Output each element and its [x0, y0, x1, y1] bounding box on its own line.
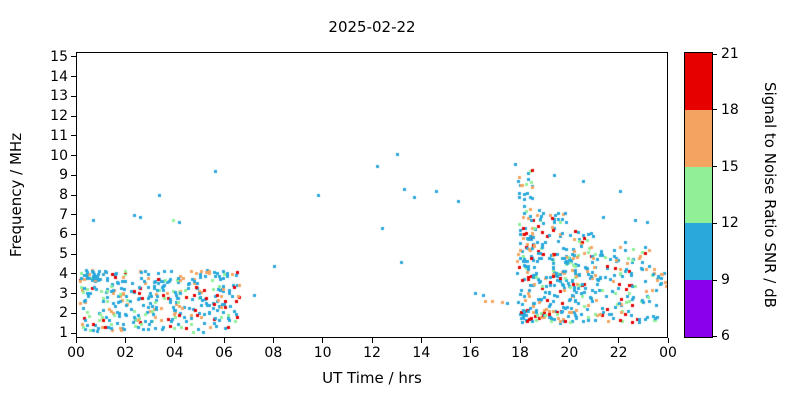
- y-tick-mark: [71, 155, 76, 157]
- x-tick-label: 20: [560, 345, 579, 361]
- colorbar-tick-mark: [713, 166, 717, 168]
- x-tick-mark: [322, 338, 324, 343]
- x-tick-label: 06: [215, 345, 233, 361]
- plot-area: [76, 52, 668, 338]
- colorbar-tick-mark: [713, 109, 717, 111]
- x-tick-mark: [568, 338, 570, 343]
- y-tick-mark: [71, 312, 76, 314]
- x-tick-label: 22: [609, 345, 628, 361]
- x-tick-label: 18: [511, 345, 529, 361]
- x-axis-label: UT Time / hrs: [322, 369, 422, 387]
- y-tick-label: 2: [59, 305, 68, 322]
- x-tick-label: 10: [313, 345, 332, 361]
- y-tick-label: 6: [59, 226, 68, 243]
- x-tick-mark: [519, 338, 521, 343]
- x-tick-mark: [420, 338, 422, 343]
- colorbar-band: [685, 166, 712, 224]
- x-tick-mark: [371, 338, 373, 343]
- x-tick-label: 00: [67, 345, 85, 361]
- y-tick-mark: [71, 174, 76, 176]
- colorbar-tick-label: 15: [721, 158, 739, 175]
- x-tick-mark: [174, 338, 176, 343]
- y-tick-label: 8: [59, 187, 68, 203]
- x-tick-mark: [470, 338, 472, 343]
- x-tick-label: 12: [363, 345, 381, 361]
- x-tick-mark: [124, 338, 126, 343]
- y-tick-label: 4: [59, 265, 68, 282]
- colorbar-tick-mark: [713, 335, 717, 337]
- y-tick-mark: [71, 233, 76, 235]
- colorbar-tick-label: 6: [721, 328, 730, 344]
- y-tick-mark: [71, 332, 76, 334]
- x-tick-label: 14: [412, 345, 431, 361]
- y-tick-label: 9: [59, 167, 68, 184]
- y-tick-label: 13: [50, 88, 68, 105]
- x-tick-mark: [75, 338, 77, 343]
- colorbar-tick-mark: [713, 222, 717, 224]
- y-tick-mark: [71, 253, 76, 255]
- y-tick-mark: [71, 293, 76, 295]
- x-tick-label: 16: [461, 345, 480, 361]
- colorbar-band: [685, 280, 712, 337]
- colorbar: [684, 52, 713, 338]
- x-tick-label: 02: [116, 345, 135, 361]
- y-tick-mark: [71, 273, 76, 275]
- y-tick-mark: [71, 135, 76, 137]
- colorbar-tick-mark: [713, 53, 717, 55]
- y-tick-label: 11: [50, 127, 68, 144]
- y-tick-label: 7: [59, 206, 68, 223]
- y-tick-label: 10: [50, 147, 68, 164]
- y-axis-label: Frequency / MHz: [7, 132, 25, 258]
- colorbar-tick-label: 18: [721, 101, 739, 118]
- colorbar-band: [685, 223, 712, 281]
- x-tick-mark: [667, 338, 669, 343]
- scatter-points-canvas: [77, 53, 667, 337]
- x-tick-mark: [618, 338, 620, 343]
- y-tick-label: 1: [59, 325, 68, 342]
- x-tick-label: 08: [264, 345, 283, 361]
- y-tick-mark: [71, 76, 76, 78]
- colorbar-tick-label: 9: [721, 272, 730, 289]
- colorbar-band: [685, 109, 712, 167]
- colorbar-label: Signal to Noise Ratio SNR / dB: [761, 82, 779, 308]
- y-tick-mark: [71, 194, 76, 196]
- colorbar-band: [685, 53, 712, 110]
- y-tick-label: 15: [50, 48, 68, 65]
- y-tick-mark: [71, 115, 76, 117]
- y-tick-label: 5: [59, 246, 68, 263]
- x-tick-label: 00: [659, 345, 677, 361]
- y-tick-mark: [71, 214, 76, 216]
- colorbar-tick-label: 12: [721, 215, 739, 232]
- x-tick-mark: [223, 338, 225, 343]
- colorbar-tick-mark: [713, 279, 717, 281]
- x-tick-label: 04: [165, 345, 184, 361]
- colorbar-tick-label: 21: [721, 46, 739, 62]
- y-tick-mark: [71, 95, 76, 97]
- y-tick-label: 14: [50, 68, 68, 85]
- x-tick-mark: [272, 338, 274, 343]
- y-tick-label: 12: [50, 108, 68, 125]
- y-tick-mark: [71, 56, 76, 58]
- chart-title: 2025-02-22: [328, 18, 416, 36]
- y-tick-label: 3: [59, 285, 68, 302]
